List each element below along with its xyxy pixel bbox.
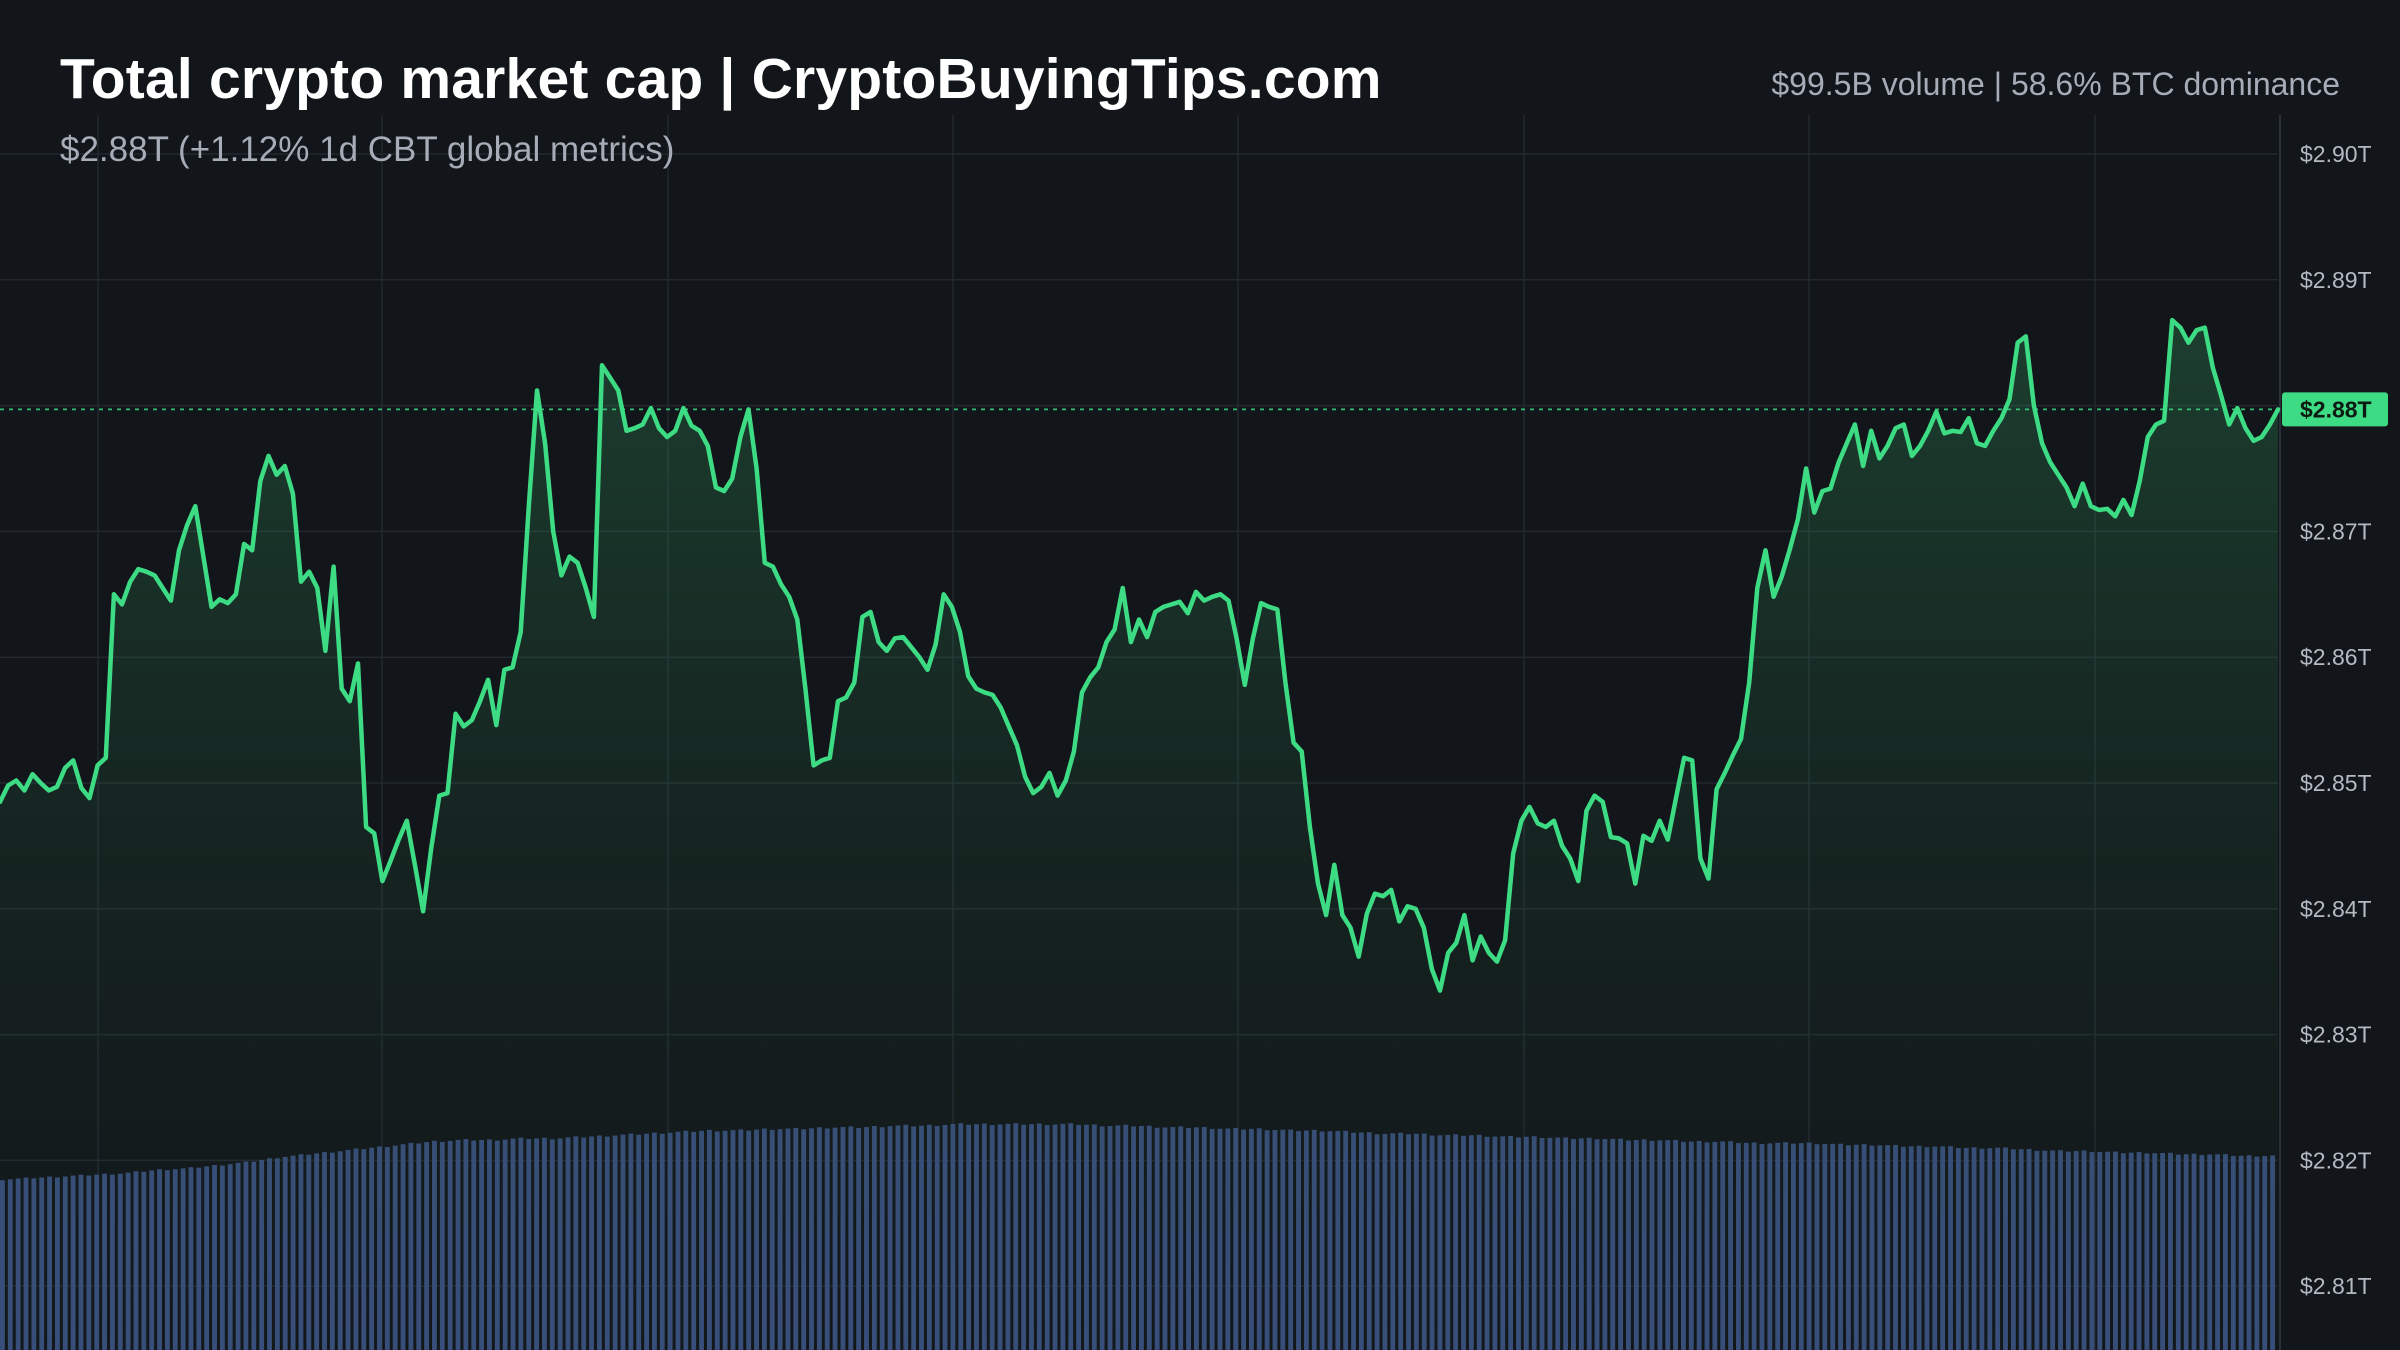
price-line-layer: [0, 317, 2281, 993]
current-price-marker: $2.88T: [0, 392, 2388, 427]
chart-subtitle: $2.88T (+1.12% 1d CBT global metrics): [60, 130, 675, 169]
y-tick-label: $2.84T: [2300, 896, 2372, 922]
y-tick-label: $2.85T: [2300, 770, 2372, 796]
y-tick-label: $2.83T: [2300, 1022, 2372, 1048]
price-line-series: [0, 317, 2281, 993]
y-axis-ticks: $2.90T $2.89T $2.88T $2.87T $2.86T $2.85T $2.8…: [2300, 141, 2372, 1299]
current-price-tag: [2282, 392, 2388, 427]
y-tick-label: $2.82T: [2300, 1147, 2372, 1173]
current-price-label: $2.88T: [2300, 396, 2372, 422]
y-tick-label: $2.81T: [2300, 1273, 2372, 1299]
volume-dominance-meta: $99.5B volume | 58.6% BTC dominance: [1771, 66, 2340, 102]
y-tick-label: $2.87T: [2300, 518, 2372, 544]
chart-title: Total crypto market cap | CryptoBuyingTi…: [60, 47, 1382, 111]
y-tick-label: $2.90T: [2300, 141, 2372, 167]
price-area-fill: [0, 320, 2278, 1350]
y-tick-label: $2.86T: [2300, 644, 2372, 670]
y-tick-label: $2.89T: [2300, 267, 2372, 293]
area-fill-layer: [0, 320, 2278, 1350]
